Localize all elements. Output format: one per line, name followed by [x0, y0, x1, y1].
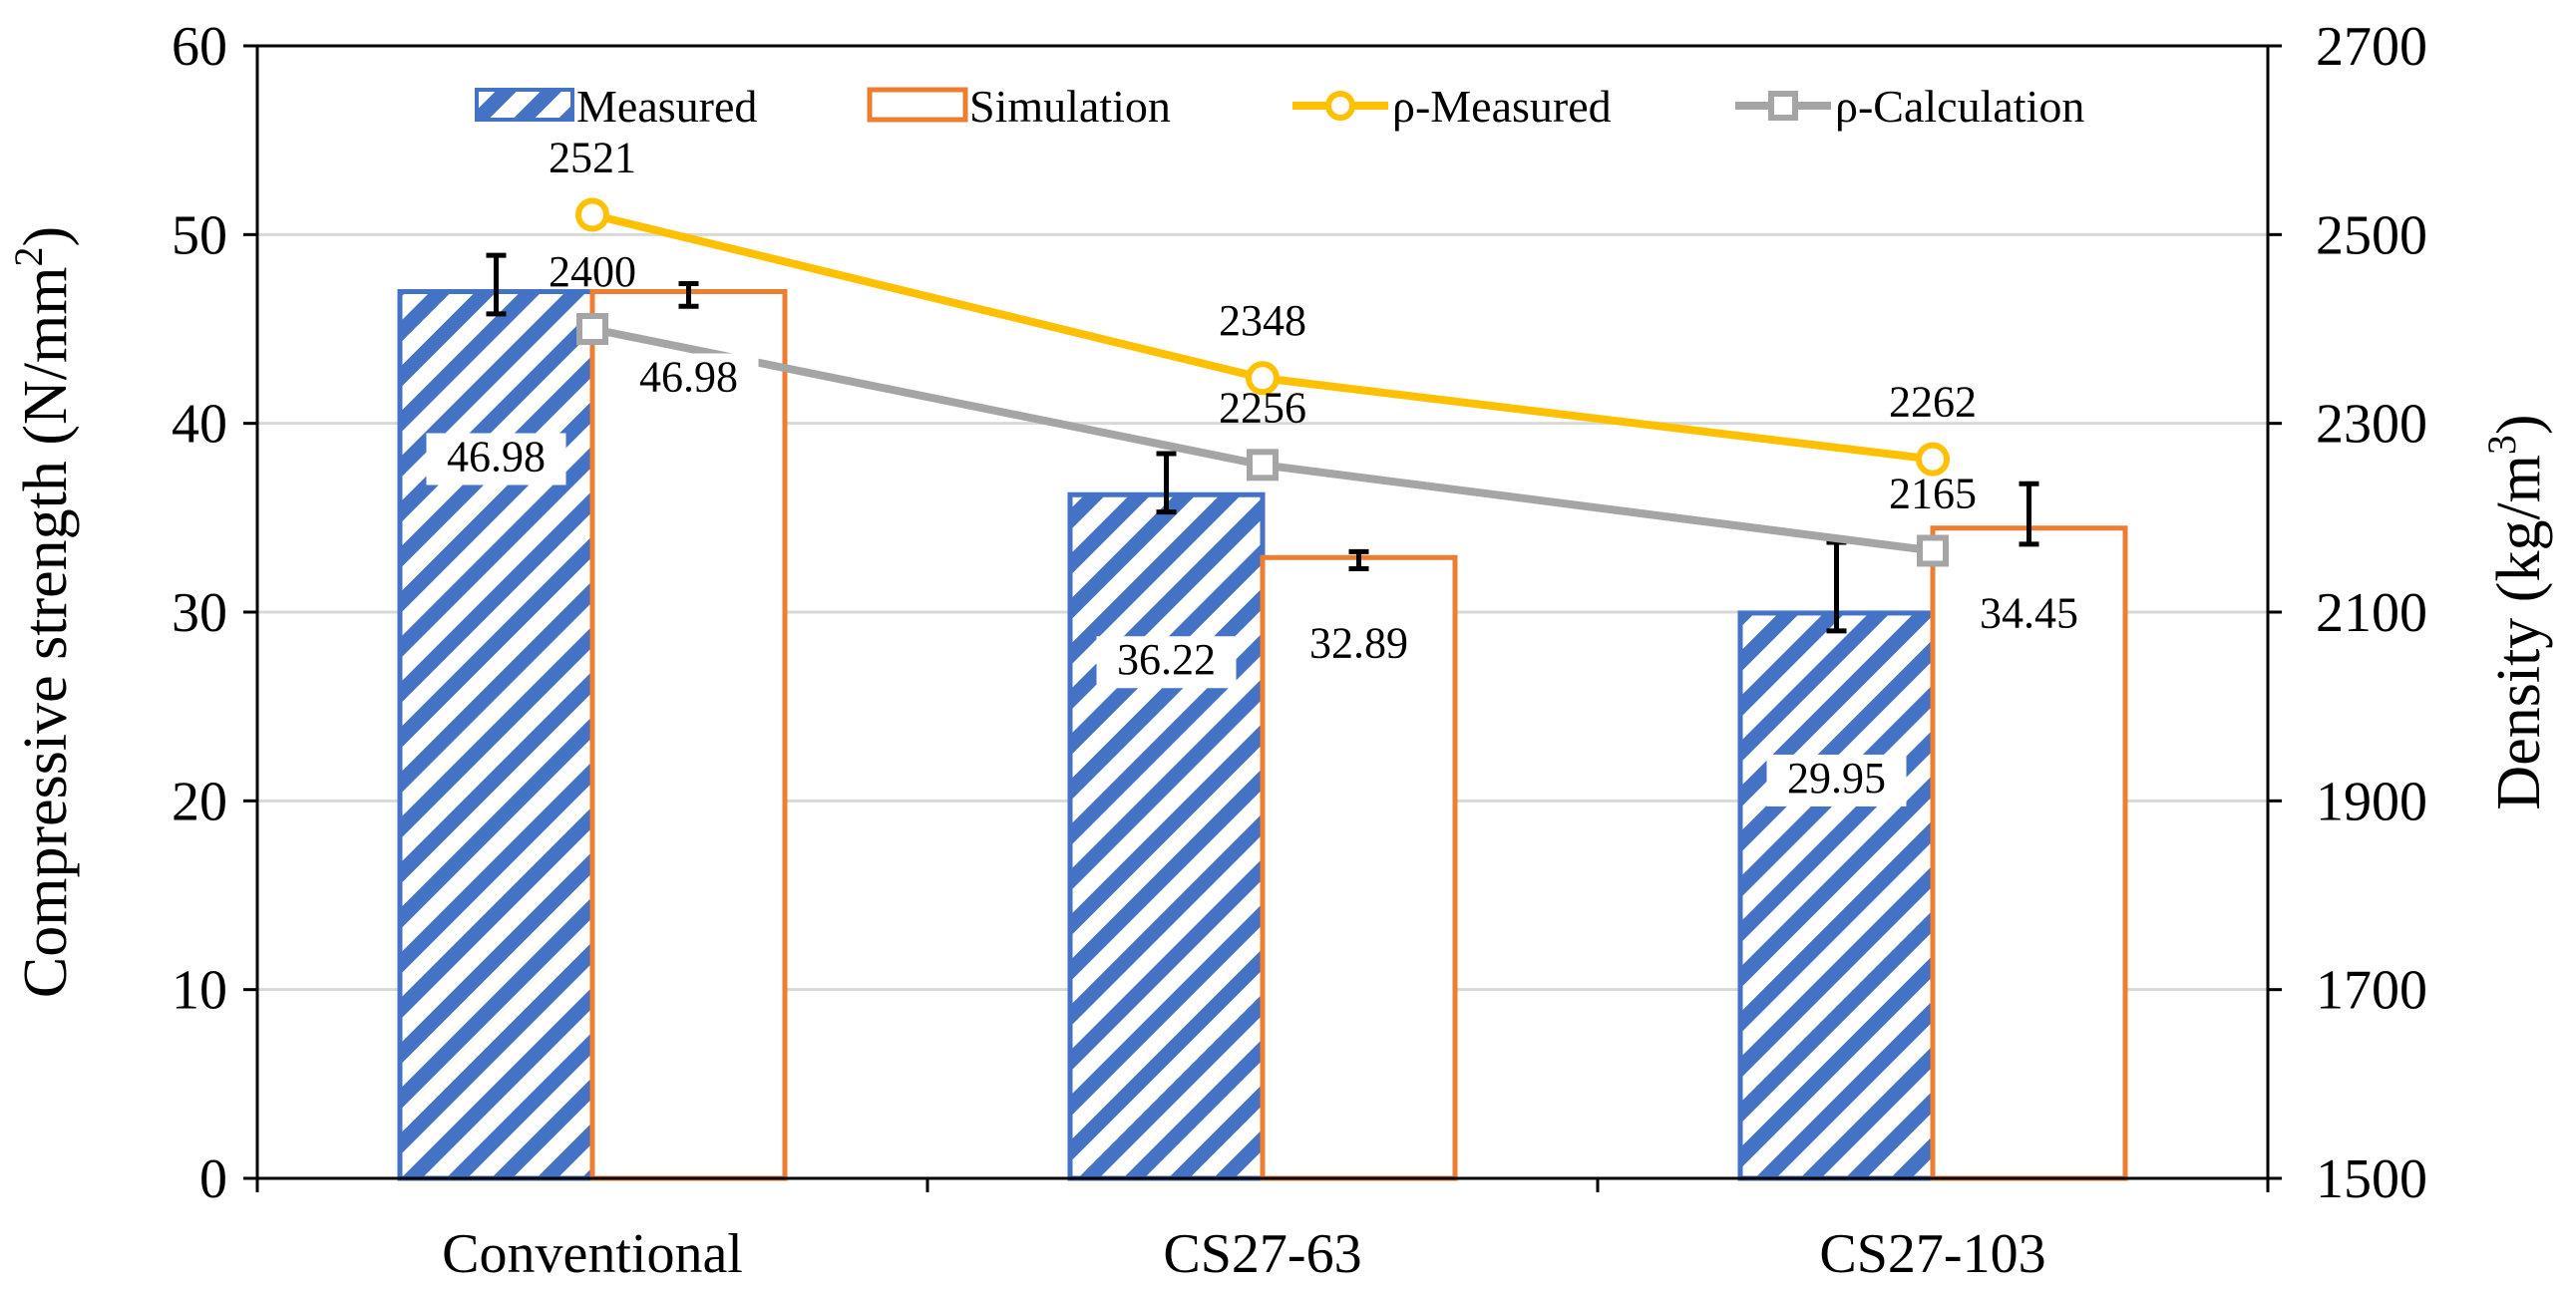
- x-tick-label: CS27-63: [1163, 1223, 1361, 1285]
- bar-data-label: 46.98: [426, 433, 566, 485]
- left-axis-title: Compressive strength (N/mm2): [6, 226, 80, 998]
- x-tick-label: Conventional: [442, 1223, 743, 1285]
- bar-label-text: 34.45: [1980, 589, 2078, 638]
- legend-swatch-measured: [475, 88, 574, 122]
- point-rho-calculation: [576, 313, 608, 345]
- bar-label-text: 46.98: [447, 433, 546, 482]
- error-bar: [1348, 548, 1369, 571]
- bar-data-label: 32.89: [1288, 618, 1429, 672]
- left-tick-label: 0: [199, 1148, 227, 1210]
- left-tick-label: 40: [172, 394, 227, 456]
- legend-item: ρ-Measured: [1292, 81, 1612, 132]
- right-axis-title-text: Density (kg/m: [2485, 455, 2553, 809]
- right-tick-label: 1500: [2316, 1148, 2427, 1210]
- bar-measured: [1737, 610, 1936, 1181]
- error-bar: [1156, 451, 1177, 515]
- bar-label-bg: [1096, 636, 1237, 689]
- legend-marker-rho-measured: [1325, 91, 1355, 121]
- bar-measured: [397, 289, 595, 1181]
- right-tick-label: 2500: [2316, 204, 2427, 266]
- legend-item: Simulation: [867, 81, 1171, 132]
- bar-label-bg: [426, 433, 566, 485]
- right-tick-label: 2100: [2316, 582, 2427, 644]
- left-tick-label: 20: [172, 771, 227, 832]
- point-rho-measured: [575, 197, 609, 232]
- right-axis-title-end: ): [2485, 414, 2553, 435]
- bar-label-text: 36.22: [1117, 635, 1216, 684]
- bar-data-label: 46.98: [618, 353, 759, 406]
- legend: Measured Simulation ρ-Measured ρ-Calculatio…: [475, 81, 2084, 132]
- rho-measured-label: 2262: [1889, 378, 1977, 427]
- left-axis-title-end: ): [12, 226, 80, 247]
- left-tick-label: 50: [172, 204, 227, 266]
- bar-data-label: 34.45: [1959, 589, 2099, 642]
- error-bars: [486, 252, 2039, 634]
- point-rho-calculation: [1247, 449, 1279, 482]
- rho-measured-label: 2521: [549, 133, 636, 181]
- bar-measured: [1067, 491, 1266, 1181]
- bar-data-label: 36.22: [1096, 635, 1237, 689]
- left-tick-label: 10: [172, 960, 227, 1022]
- legend-item: Measured: [475, 81, 757, 132]
- legend-label: ρ-Calculation: [1835, 81, 2084, 132]
- legend-marker-rho-calculation: [1768, 91, 1798, 121]
- right-tick-label: 2700: [2316, 16, 2427, 78]
- density-lines: [575, 197, 1950, 567]
- bar-label-text: 46.98: [639, 353, 738, 402]
- rho-measured-label: 2348: [1219, 296, 1306, 345]
- error-bar: [2019, 481, 2039, 547]
- legend-label: ρ-Measured: [1392, 81, 1612, 132]
- left-tick-label: 30: [172, 582, 227, 644]
- axes: 0 10 20 30 40 50 60 1500 1700 1900 2100 2300 2500 270…: [6, 16, 2553, 1285]
- right-axis-title-sup: 3: [2479, 435, 2524, 455]
- bar-label-bg: [618, 353, 759, 406]
- point-rho-measured: [1916, 442, 1950, 477]
- legend-label: Measured: [576, 81, 757, 132]
- legend-item: ρ-Calculation: [1735, 81, 2084, 132]
- error-bar: [486, 252, 507, 317]
- bar-label-text: 29.95: [1787, 754, 1886, 803]
- right-tick-label: 1700: [2316, 960, 2427, 1022]
- rho-calculation-label: 2400: [549, 247, 636, 296]
- point-rho-measured: [1246, 361, 1280, 396]
- legend-swatch-simulation: [867, 87, 968, 123]
- bar-simulation: [589, 289, 788, 1181]
- bar-label-bg: [1959, 589, 2099, 642]
- rho-calculation-label: 2165: [1889, 469, 1977, 517]
- left-tick-label: 60: [172, 16, 227, 78]
- right-tick-label: 2300: [2316, 394, 2427, 456]
- right-axis-title: Density (kg/m3): [2479, 414, 2553, 809]
- bar-data-label: 29.95: [1766, 754, 1907, 807]
- right-tick-label: 1900: [2316, 771, 2427, 832]
- x-tick-label: CS27-103: [1819, 1223, 2045, 1285]
- error-bar: [678, 281, 699, 309]
- bar-label-bg: [1288, 619, 1429, 672]
- data-labels: 46.98 46.98 36.22 32.89 29.95 34.45 2521 2348 22…: [426, 133, 2099, 807]
- bar-label-text: 32.89: [1309, 618, 1408, 667]
- left-axis-title-text: Compressive strength (N/mm: [12, 267, 80, 999]
- rho-calculation-label: 2256: [1219, 383, 1306, 432]
- legend-label: Simulation: [969, 81, 1171, 132]
- left-axis-title-sup: 2: [6, 247, 51, 267]
- bar-label-bg: [1766, 754, 1907, 807]
- point-rho-calculation: [1917, 534, 1949, 567]
